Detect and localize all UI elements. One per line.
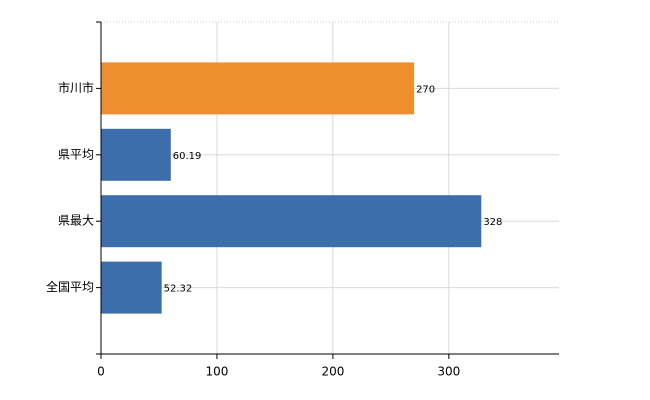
bar (101, 128, 171, 181)
bar (101, 195, 482, 248)
y-tick-label: 県最大 (58, 214, 94, 228)
bar (101, 62, 415, 115)
value-label: 270 (416, 84, 435, 95)
value-label: 60.19 (173, 151, 202, 162)
x-tick-label: 100 (205, 365, 228, 379)
value-label: 328 (483, 217, 502, 228)
y-tick-label: 市川市 (58, 80, 94, 95)
x-tick-label: 300 (437, 365, 460, 379)
value-label: 52.32 (164, 284, 193, 295)
x-tick-label: 0 (97, 365, 105, 379)
y-tick-label: 全国平均 (46, 279, 94, 294)
bar (101, 261, 162, 314)
y-tick-label: 県平均 (58, 147, 94, 161)
x-tick-label: 200 (321, 365, 344, 379)
